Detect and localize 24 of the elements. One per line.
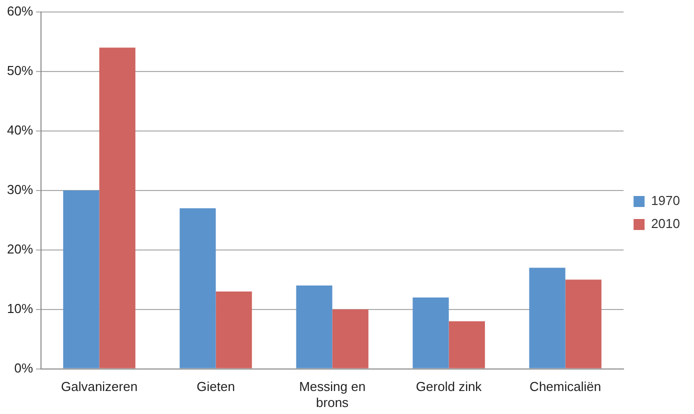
bar [412,297,449,368]
x-tick-label: Gieten [196,379,235,394]
bar [565,280,602,368]
bar [296,286,332,368]
x-tick-label: Gerold zink [416,379,482,394]
y-tick-label: 40% [6,122,34,138]
x-tick-label: Chemicaliën [530,379,602,394]
y-tick-label: 60% [6,4,34,19]
y-tick-label: 30% [6,182,34,197]
y-tick-label: 20% [6,241,34,256]
bar [216,291,252,368]
bar [529,268,566,368]
x-tick-label: Galvanizeren [60,379,138,394]
bar [180,208,216,368]
bar [448,321,485,368]
y-tick-label: 10% [6,300,34,316]
x-tick-label: Messing en brons [299,379,366,410]
bar [63,190,100,368]
legend-label: 1970 [651,193,680,208]
bar [99,48,136,368]
legend-label: 2010 [651,216,680,232]
y-tick-label: 0% [14,360,34,376]
bar [332,309,368,368]
y-tick-label: 50% [6,63,34,78]
